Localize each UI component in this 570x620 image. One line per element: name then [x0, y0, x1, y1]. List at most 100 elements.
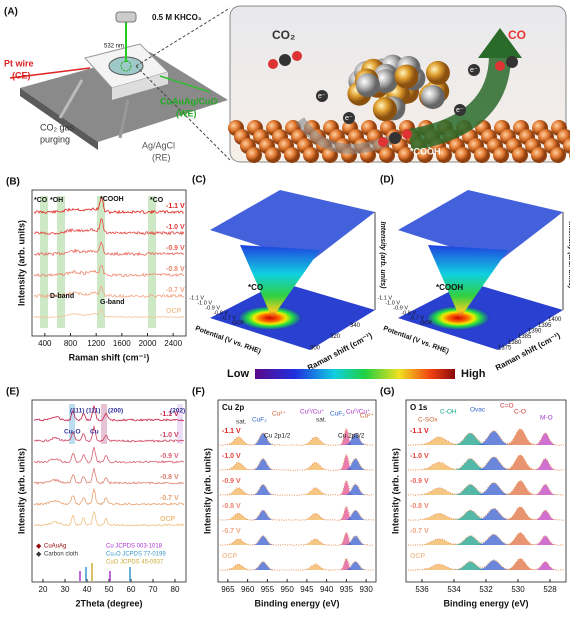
y-tick-label: -1.0 V [385, 300, 400, 306]
potential-label: OCP [166, 308, 182, 315]
annotation: Cu²⁺ [360, 413, 374, 420]
annotation: *COOH [100, 196, 124, 203]
annotation: (111) [86, 408, 100, 415]
panel-title: Cu 2p [222, 403, 244, 412]
x-tick-label: 1390 [528, 329, 542, 335]
potential-label: -0.7 V [410, 528, 429, 535]
fit-peak [408, 482, 564, 495]
copper-atom [379, 147, 395, 163]
annotation: (111) [70, 408, 84, 415]
x-tick-label: 30 [61, 585, 70, 594]
band-highlight [101, 404, 107, 444]
copper-atom [284, 147, 300, 163]
y-tick-label: OCP [232, 320, 244, 326]
x-axis-label: Binding energy (eV) [443, 598, 528, 608]
laser-label: 532 nm [104, 44, 124, 50]
annotation: (200) [108, 408, 123, 415]
potential-label: -0.8 V [160, 474, 179, 481]
fit-peak [220, 433, 374, 445]
x-tick-label: 534 [447, 585, 461, 594]
nanoparticle-atom [425, 60, 450, 85]
annotation: C-O [514, 409, 526, 416]
y-tick-label: -0.7 V [409, 315, 424, 321]
nanoparticle-atom [372, 97, 397, 122]
fit-peak [220, 510, 374, 520]
annotation: CuF₂ [252, 417, 267, 424]
x-tick-label: 70 [149, 585, 158, 594]
fit-peak [220, 458, 374, 470]
fit-peak [220, 539, 374, 545]
electron-path [295, 117, 392, 154]
band-highlight [177, 404, 183, 444]
re-tube [118, 99, 130, 139]
we-label: (WE) [176, 108, 197, 118]
x-tick-label: 300 [310, 346, 321, 352]
ce-label: Pt wire [4, 58, 34, 68]
copper-atom [531, 147, 547, 163]
atom [506, 56, 518, 68]
annotation: Cu⁰/Cu⁺ [346, 408, 371, 416]
x-tick-label: 1385 [518, 334, 532, 340]
potential-label: -1.1 V [160, 411, 179, 418]
colorbar-label: Low [227, 368, 249, 380]
copper-atom [493, 147, 509, 163]
y-tick-label: -1.1 V [377, 295, 392, 301]
copper-atom [398, 147, 414, 163]
fit-peak [220, 437, 374, 445]
x-tick-label: 965 [221, 585, 235, 594]
annotation: *OH [50, 197, 63, 204]
y-axis-label: Intensity (arb. units) [390, 448, 400, 534]
annotation: (202) [170, 408, 185, 415]
panel-label: (F) [192, 387, 205, 398]
potential-label: -0.8 V [166, 266, 185, 273]
fit-peak [220, 561, 374, 570]
atom [402, 129, 412, 139]
x-tick-label: 2400 [164, 339, 182, 348]
x-tick-label: 800 [64, 339, 78, 348]
xps-data [219, 557, 375, 571]
fit-peak [408, 558, 564, 570]
copper-atom [550, 147, 566, 163]
annotation: sat. [316, 417, 327, 424]
y-tick-label: -1.1 V [189, 295, 204, 301]
fit-peak [408, 431, 564, 445]
annotation: Cu 2p1/2 [264, 433, 291, 440]
x-tick-label: 1375 [498, 346, 512, 352]
potential-label: -0.8 V [410, 503, 429, 510]
xrd-pattern [33, 511, 185, 527]
potential-label: -0.7 V [222, 528, 241, 535]
product-label: CO [508, 28, 526, 42]
nanoparticle-atom [355, 73, 380, 98]
fit-peak [220, 433, 374, 445]
annotation: C-SOx [418, 417, 438, 424]
z-axis-label: Intensity (arb. units) [567, 222, 570, 290]
electron-label: e⁻ [345, 115, 353, 122]
x-tick-label: 1200 [87, 339, 105, 348]
annotation: Cu 2p3/2 [338, 433, 365, 440]
x-tick-label: 536 [415, 585, 429, 594]
potential-label: -1.1 V [222, 428, 241, 435]
fit-peak [220, 535, 374, 545]
x-tick-label: 940 [320, 585, 334, 594]
fit-peak [408, 534, 564, 545]
reactant-label: CO₂ [272, 28, 295, 42]
atom [279, 54, 291, 66]
electron-label: e⁻ [318, 93, 326, 100]
nanoparticle-atom [394, 64, 419, 89]
panel-label: (E) [6, 387, 19, 398]
x-tick-label: 2000 [139, 339, 157, 348]
z-axis-label: Intensity (arb. units) [379, 222, 386, 290]
annotation: C=O [500, 403, 514, 410]
copper-atom [417, 147, 433, 163]
x-tick-label: 950 [280, 585, 294, 594]
x-axis-label: Binding energy (eV) [254, 598, 339, 608]
legend-entry: Cu₂O JCPDS 77-0199 [106, 552, 166, 558]
annotation: *COOH [436, 283, 463, 292]
copper-atom [265, 147, 281, 163]
legend-entry: Carbon cloth [44, 552, 78, 558]
nanoparticle-atom [420, 85, 445, 110]
y-tick-label: OCP [420, 320, 432, 326]
annotation: D-band [50, 293, 74, 300]
we-wire [159, 75, 211, 93]
